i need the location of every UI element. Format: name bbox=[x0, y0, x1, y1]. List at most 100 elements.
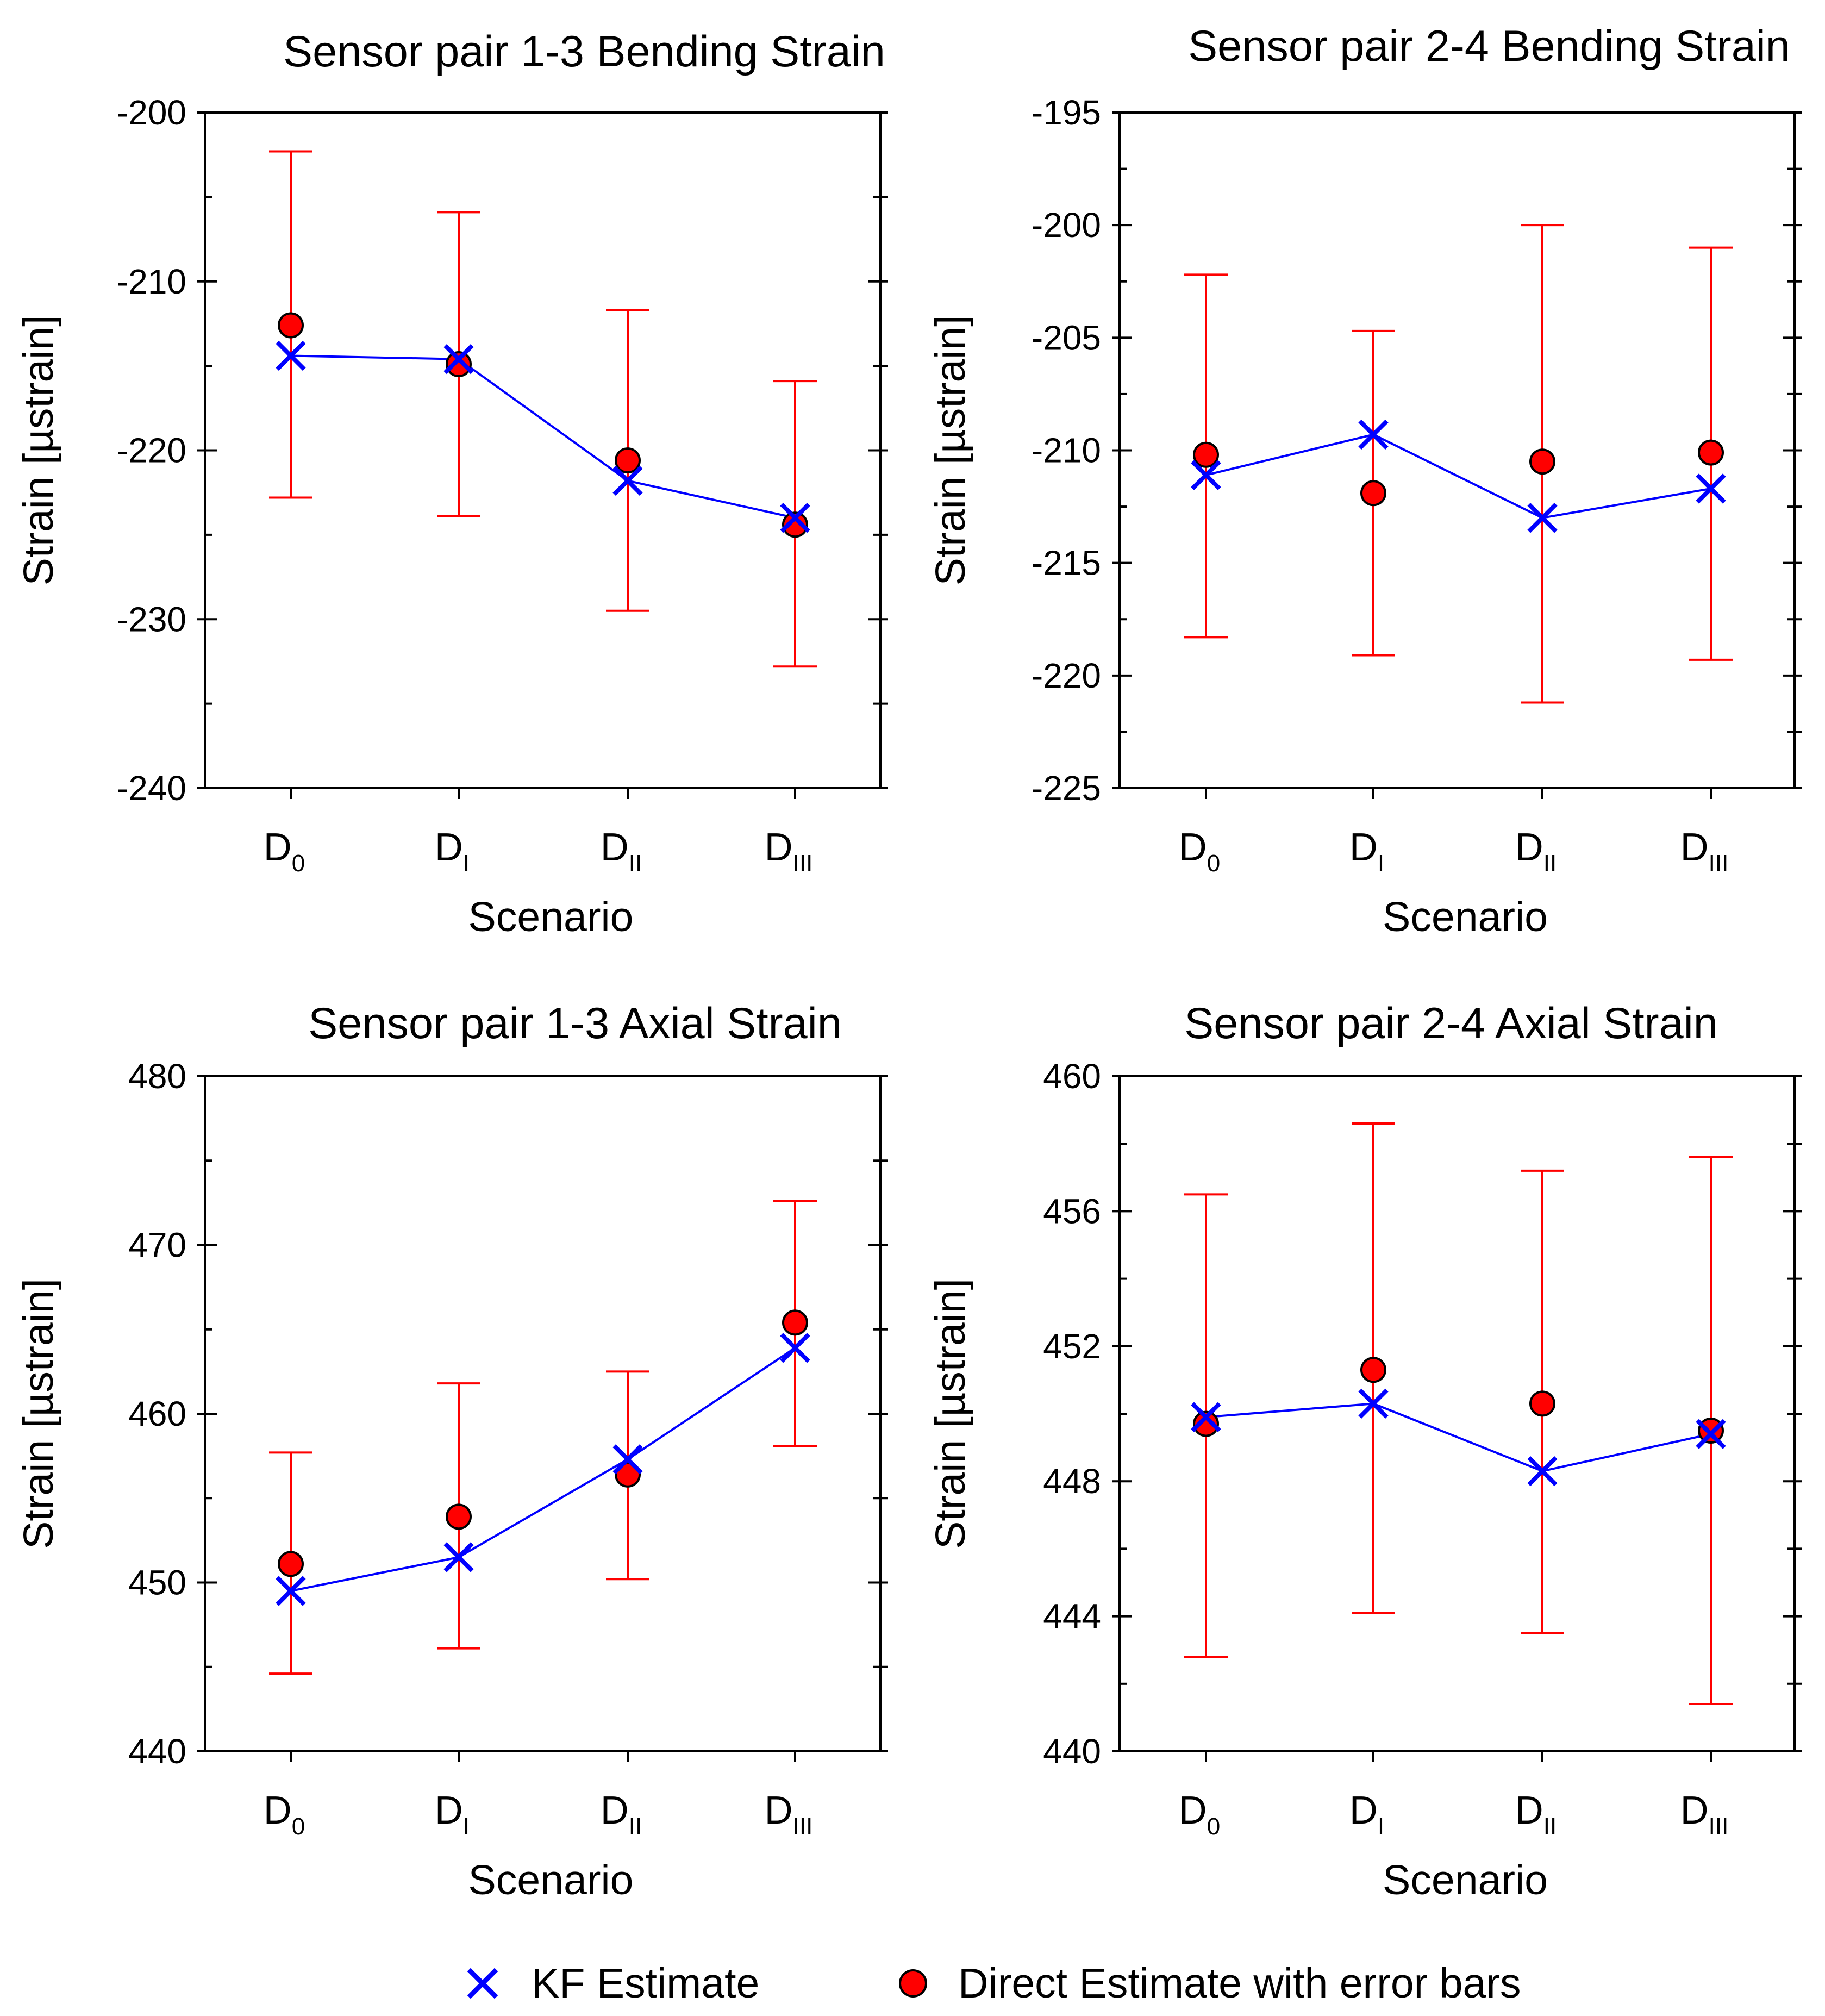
y-axis-label: Strain [µstrain] bbox=[927, 1278, 974, 1549]
chart-title: Sensor pair 2-4 Bending Strain bbox=[1188, 22, 1790, 71]
x-tick-label: DI bbox=[1349, 1789, 1384, 1840]
y-tick-label: -215 bbox=[1032, 544, 1101, 583]
x-tick-label: DII bbox=[601, 1789, 642, 1840]
y-tick-label: -230 bbox=[117, 600, 186, 639]
y-tick-label: -210 bbox=[1032, 431, 1101, 470]
y-tick-label: -205 bbox=[1032, 318, 1101, 357]
direct-estimate-point bbox=[615, 447, 641, 474]
y-tick-label: 448 bbox=[1043, 1462, 1101, 1501]
chart-panel-4: Sensor pair 2-4 Axial Strain 440 444 448 452… bbox=[927, 999, 1802, 1903]
direct-estimate-point bbox=[615, 1461, 641, 1488]
kf-estimate-point bbox=[1358, 419, 1389, 450]
kf-estimate-line bbox=[290, 354, 796, 519]
x-tick-label: DII bbox=[601, 826, 642, 877]
direct-estimate-point bbox=[1529, 1390, 1555, 1417]
y-axis-label: Strain [µstrain] bbox=[15, 1278, 62, 1549]
kf-estimate-point bbox=[1358, 1388, 1389, 1419]
x-tick-label: DIII bbox=[765, 1789, 813, 1840]
y-tick-label: -200 bbox=[117, 93, 186, 132]
y-tick-label: -220 bbox=[1032, 656, 1101, 695]
kf-estimate-point bbox=[1696, 1419, 1726, 1449]
kf-estimate-point bbox=[612, 465, 643, 496]
direct-estimate-point bbox=[278, 312, 304, 339]
kf-estimate-point bbox=[612, 1444, 643, 1475]
x-tick-label: D0 bbox=[264, 826, 305, 877]
direct-legend-marker-icon bbox=[899, 1969, 927, 1998]
direct-estimate-point bbox=[1193, 441, 1219, 468]
y-tick-label: -210 bbox=[117, 262, 186, 301]
y-tick-label: 440 bbox=[1043, 1732, 1101, 1771]
y-axis-label: Strain [µstrain] bbox=[15, 315, 62, 586]
kf-estimate-point bbox=[443, 1542, 474, 1572]
direct-estimate-point bbox=[1360, 1357, 1386, 1383]
x-tick-label: DII bbox=[1515, 826, 1557, 877]
y-tick-label: 440 bbox=[128, 1732, 186, 1771]
y-tick-label: -200 bbox=[1032, 205, 1101, 245]
kf-estimate-point bbox=[443, 344, 474, 375]
x-axis-label: Scenario bbox=[1383, 1857, 1548, 1903]
chart-panel-2: Sensor pair 2-4 Bending Strain -225 -220 -2… bbox=[927, 22, 1802, 940]
kf-estimate-point bbox=[1191, 1402, 1221, 1432]
direct-estimate-point bbox=[1360, 480, 1386, 507]
x-tick-label: D0 bbox=[1179, 826, 1220, 877]
kf-estimate-point bbox=[276, 340, 306, 371]
x-axis-label: Scenario bbox=[468, 894, 634, 940]
kf-estimate-line bbox=[1205, 1402, 1711, 1472]
kf-legend-marker-icon bbox=[467, 1968, 498, 1999]
y-tick-label: 460 bbox=[128, 1394, 186, 1433]
direct-estimate-point bbox=[1193, 1410, 1219, 1437]
chart-title: Sensor pair 1-3 Axial Strain bbox=[308, 999, 842, 1048]
kf-estimate-point bbox=[276, 1576, 306, 1606]
kf-estimate-point bbox=[1191, 460, 1221, 490]
direct-estimate-point bbox=[782, 511, 808, 538]
chart-title: Sensor pair 2-4 Axial Strain bbox=[1184, 999, 1718, 1048]
kf-estimate-point bbox=[1527, 1456, 1558, 1487]
y-tick-label: 444 bbox=[1043, 1597, 1101, 1636]
plot-frame bbox=[1118, 1075, 1796, 1752]
direct-estimate-point bbox=[1698, 439, 1724, 466]
y-tick-label: -225 bbox=[1032, 769, 1101, 808]
x-tick-label: DI bbox=[435, 1789, 470, 1840]
kf-estimate-point bbox=[780, 1333, 810, 1363]
x-tick-label: DI bbox=[1349, 826, 1384, 877]
chart-panel-3: Sensor pair 1-3 Axial Strain 440 450 460 470… bbox=[15, 999, 888, 1903]
x-tick-label: DI bbox=[435, 826, 470, 877]
direct-estimate-point bbox=[782, 1309, 808, 1336]
kf-legend-label: KF Estimate bbox=[532, 1960, 759, 2007]
plot-frame bbox=[204, 1075, 882, 1752]
x-axis-label: Scenario bbox=[468, 1857, 634, 1903]
chart-panel-1: Sensor pair 1-3 Bending Strain -240 -230 -2… bbox=[15, 27, 888, 940]
chart-title: Sensor pair 1-3 Bending Strain bbox=[283, 27, 885, 76]
direct-legend-label: Direct Estimate with error bars bbox=[958, 1960, 1521, 2007]
x-tick-label: DIII bbox=[1680, 1789, 1729, 1840]
y-tick-label: 452 bbox=[1043, 1327, 1101, 1366]
x-tick-label: D0 bbox=[1179, 1789, 1220, 1840]
y-axis-label: Strain [µstrain] bbox=[927, 315, 974, 586]
direct-estimate-point bbox=[1698, 1418, 1724, 1444]
kf-estimate-point bbox=[1696, 473, 1726, 504]
y-tick-label: 480 bbox=[128, 1057, 186, 1096]
kf-estimate-line bbox=[1205, 433, 1711, 519]
direct-estimate-point bbox=[1529, 448, 1555, 475]
y-tick-label: 450 bbox=[128, 1563, 186, 1602]
y-tick-label: 470 bbox=[128, 1226, 186, 1265]
plot-frame bbox=[1118, 111, 1796, 789]
legend: KF Estimate Direct Estimate with error b… bbox=[467, 1960, 1521, 2007]
y-tick-label: -220 bbox=[117, 431, 186, 470]
y-tick-label: -195 bbox=[1032, 93, 1101, 132]
direct-estimate-point bbox=[278, 1551, 304, 1577]
plot-frame bbox=[204, 111, 882, 789]
chart-panels: Sensor pair 1-3 Bending Strain -240 -230 -2… bbox=[15, 22, 1802, 1903]
x-tick-label: DIII bbox=[765, 826, 813, 877]
kf-estimate-point bbox=[780, 503, 810, 533]
y-tick-label: -240 bbox=[117, 769, 186, 808]
direct-estimate-point bbox=[446, 351, 472, 378]
x-axis-label: Scenario bbox=[1383, 894, 1548, 940]
y-tick-label: 456 bbox=[1043, 1191, 1101, 1231]
x-tick-label: DIII bbox=[1680, 826, 1729, 877]
x-tick-label: D0 bbox=[264, 1789, 305, 1840]
direct-estimate-point bbox=[446, 1503, 472, 1530]
y-tick-label: 460 bbox=[1043, 1057, 1101, 1096]
kf-estimate-point bbox=[1527, 503, 1558, 533]
